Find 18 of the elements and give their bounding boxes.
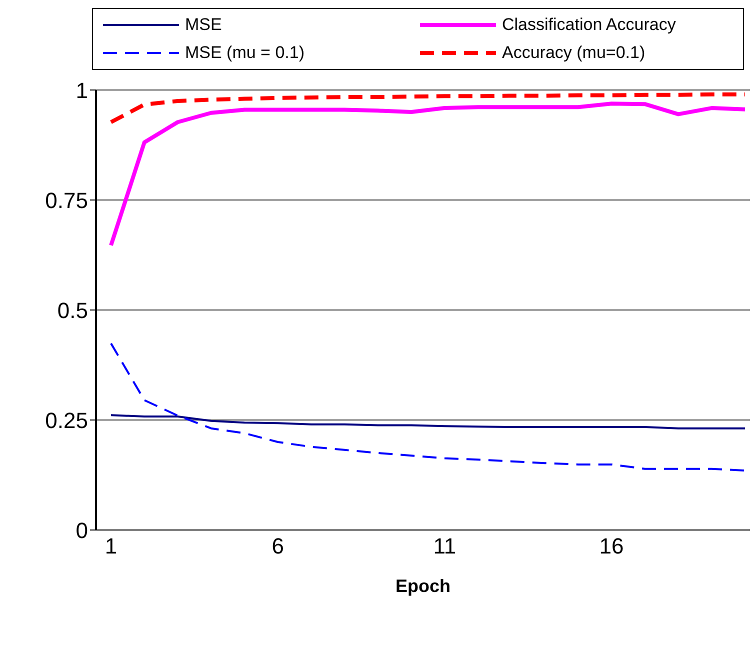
x-axis-title: Epoch [395, 576, 451, 596]
x-tick-label: 1 [104, 534, 118, 559]
y-tick-label: 0.25 [45, 408, 88, 433]
y-tick-label: 0 [76, 518, 88, 543]
x-tick-label: 6 [272, 534, 284, 559]
y-tick-label: 0.5 [57, 298, 88, 323]
line-series [109, 92, 747, 124]
line-series [110, 342, 746, 472]
line-series [110, 414, 746, 430]
legend-label: Accuracy (mu=0.1) [502, 43, 646, 63]
y-tick-label: 0.75 [45, 188, 88, 213]
legend-label: MSE [185, 15, 222, 35]
y-tick-label: 1 [76, 78, 88, 103]
legend-label: Classification Accuracy [502, 15, 676, 35]
legend-label: MSE (mu = 0.1) [185, 43, 305, 63]
x-tick-label: 16 [599, 534, 624, 559]
line-series [109, 102, 747, 248]
x-tick-label: 11 [433, 534, 456, 559]
